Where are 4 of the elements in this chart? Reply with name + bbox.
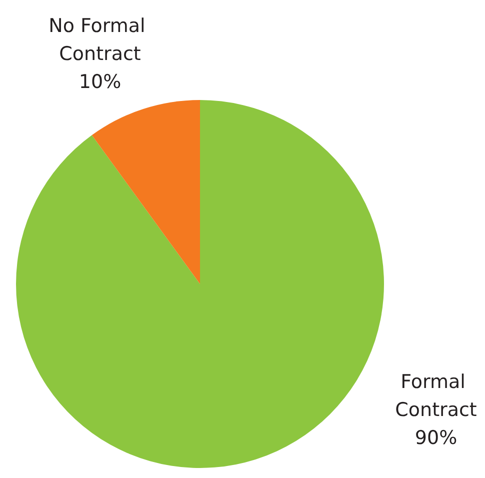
data-label: 10% xyxy=(78,71,122,93)
data-label: 90% xyxy=(414,427,458,449)
slice-label: Formal Contract xyxy=(395,371,477,421)
slice-label: No Formal Contract xyxy=(48,15,152,65)
